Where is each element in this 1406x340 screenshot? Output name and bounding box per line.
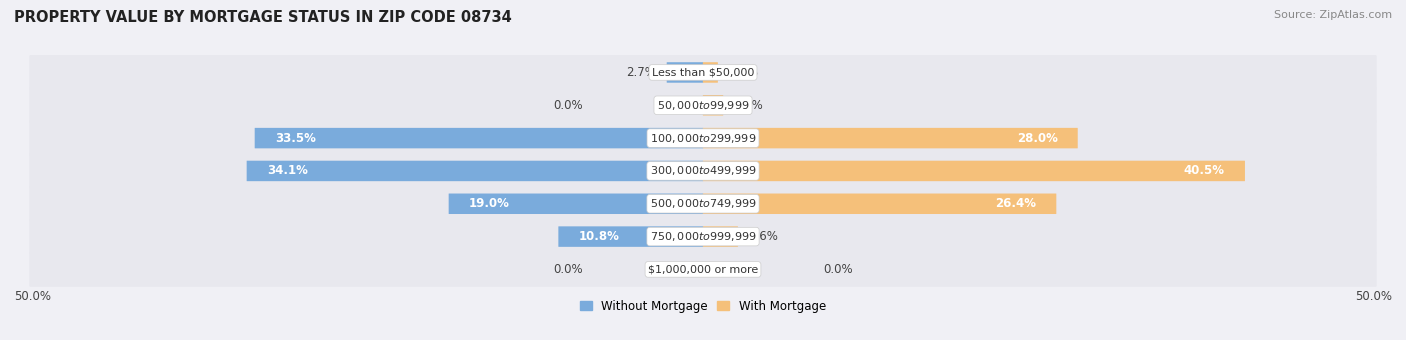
Text: $300,000 to $499,999: $300,000 to $499,999 [650, 165, 756, 177]
FancyBboxPatch shape [703, 95, 723, 116]
Text: 50.0%: 50.0% [1355, 290, 1392, 303]
FancyBboxPatch shape [30, 154, 1376, 188]
Text: 33.5%: 33.5% [276, 132, 316, 144]
FancyBboxPatch shape [703, 193, 1056, 214]
FancyBboxPatch shape [666, 62, 703, 83]
Text: 40.5%: 40.5% [1184, 165, 1225, 177]
Text: 1.5%: 1.5% [734, 99, 763, 112]
Text: 50.0%: 50.0% [14, 290, 51, 303]
FancyBboxPatch shape [30, 121, 1376, 155]
FancyBboxPatch shape [558, 226, 703, 247]
FancyBboxPatch shape [703, 226, 738, 247]
FancyBboxPatch shape [30, 88, 1376, 123]
FancyBboxPatch shape [449, 193, 703, 214]
Text: 10.8%: 10.8% [579, 230, 620, 243]
FancyBboxPatch shape [30, 252, 1376, 287]
FancyBboxPatch shape [254, 128, 703, 148]
Text: 0.0%: 0.0% [824, 263, 853, 276]
FancyBboxPatch shape [30, 219, 1376, 254]
Text: Less than $50,000: Less than $50,000 [652, 67, 754, 78]
Text: 1.1%: 1.1% [728, 66, 758, 79]
Text: PROPERTY VALUE BY MORTGAGE STATUS IN ZIP CODE 08734: PROPERTY VALUE BY MORTGAGE STATUS IN ZIP… [14, 10, 512, 25]
Text: 0.0%: 0.0% [553, 263, 582, 276]
Text: 34.1%: 34.1% [267, 165, 308, 177]
Text: 0.0%: 0.0% [553, 99, 582, 112]
Text: 2.7%: 2.7% [626, 66, 657, 79]
FancyBboxPatch shape [703, 128, 1078, 148]
Legend: Without Mortgage, With Mortgage: Without Mortgage, With Mortgage [575, 295, 831, 318]
FancyBboxPatch shape [703, 62, 718, 83]
Text: 28.0%: 28.0% [1017, 132, 1057, 144]
FancyBboxPatch shape [30, 55, 1376, 90]
Text: $500,000 to $749,999: $500,000 to $749,999 [650, 197, 756, 210]
FancyBboxPatch shape [246, 161, 703, 181]
Text: 2.6%: 2.6% [748, 230, 779, 243]
Text: $50,000 to $99,999: $50,000 to $99,999 [657, 99, 749, 112]
Text: Source: ZipAtlas.com: Source: ZipAtlas.com [1274, 10, 1392, 20]
FancyBboxPatch shape [30, 186, 1376, 221]
FancyBboxPatch shape [703, 161, 1244, 181]
Text: $1,000,000 or more: $1,000,000 or more [648, 265, 758, 274]
Text: 19.0%: 19.0% [468, 197, 510, 210]
Text: $750,000 to $999,999: $750,000 to $999,999 [650, 230, 756, 243]
Text: 26.4%: 26.4% [995, 197, 1036, 210]
Text: $100,000 to $299,999: $100,000 to $299,999 [650, 132, 756, 144]
